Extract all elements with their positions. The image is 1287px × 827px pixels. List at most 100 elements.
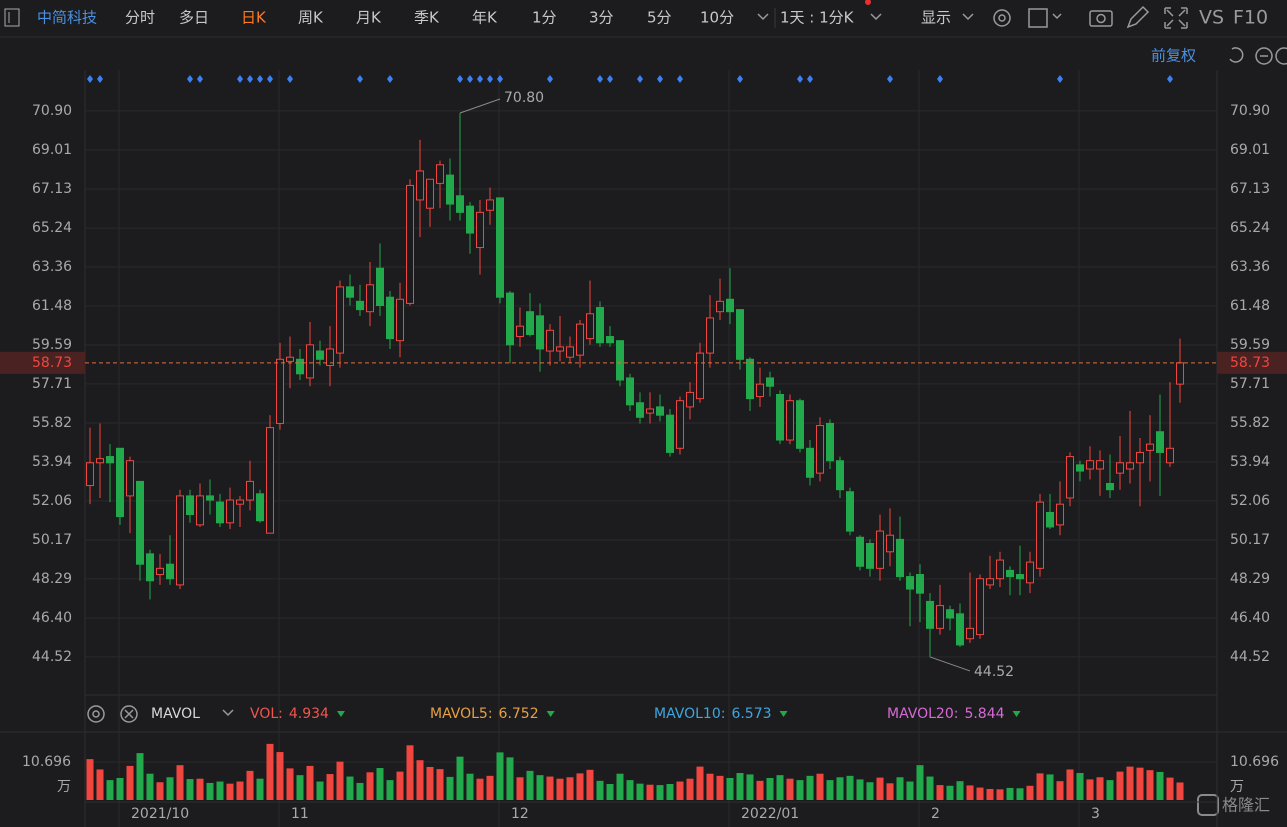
event-marker[interactable] [657,75,663,83]
candle-body [726,298,734,313]
candle-body [626,377,634,406]
event-marker[interactable] [497,75,503,83]
event-marker[interactable] [97,75,103,83]
volume-bar [1176,782,1184,800]
candle-body [1126,462,1134,470]
camera-icon[interactable] [1089,10,1113,27]
zoom-in-icon[interactable] [1275,47,1287,65]
volume-bar [1156,771,1164,800]
event-marker[interactable] [237,75,243,83]
vol-close-icon[interactable] [120,705,138,723]
candle-body [1116,462,1124,474]
y-tick-label: 52.06 [32,493,72,509]
more-periods[interactable] [757,13,769,21]
volume-bar [736,773,744,800]
display-dropdown[interactable] [962,13,974,21]
event-marker[interactable] [87,75,93,83]
volume-bar [716,775,724,800]
stock-name[interactable]: 中简科技 [37,9,97,27]
event-marker[interactable] [887,75,893,83]
event-marker[interactable] [357,75,363,83]
volume-bar [596,780,604,800]
volume-bar [396,771,404,800]
adjust-mode[interactable]: 前复权 [1151,47,1196,65]
vs-button[interactable]: VS [1199,7,1224,29]
event-marker[interactable] [387,75,393,83]
event-marker[interactable] [1167,75,1173,83]
event-marker[interactable] [607,75,613,83]
event-marker[interactable] [467,75,473,83]
event-marker[interactable] [597,75,603,83]
reset-icon[interactable] [1229,47,1244,63]
draw-icon[interactable] [1126,5,1150,29]
period-tab[interactable]: 日K [241,9,267,27]
volume-bar [1006,787,1014,800]
f10-button[interactable]: F10 [1233,7,1268,29]
period-tab[interactable]: 10分 [700,9,734,27]
event-marker[interactable] [737,75,743,83]
zoom-out-icon[interactable] [1255,47,1273,65]
period-tab[interactable]: 月K [356,9,382,27]
layout-icon[interactable] [1028,8,1048,28]
event-marker[interactable] [487,75,493,83]
candle-body [186,495,194,516]
volume-bar [816,773,824,800]
event-marker[interactable] [797,75,803,83]
volume-bar [526,770,534,800]
candle-body [976,578,984,636]
vol-settings-core [92,710,100,718]
event-marker[interactable] [287,75,293,83]
event-marker[interactable] [247,75,253,83]
event-marker[interactable] [197,75,203,83]
candle-body [866,542,874,569]
candle-body [836,460,844,491]
period-tab[interactable]: 多日 [179,9,209,27]
event-marker[interactable] [677,75,683,83]
event-marker[interactable] [457,75,463,83]
intraday-dropdown[interactable] [870,13,882,21]
vol-settings-icon[interactable] [87,705,105,723]
candle-body [936,605,944,629]
candle-body [226,499,234,524]
display-menu[interactable]: 显示 [921,9,951,27]
layout-dropdown[interactable] [1052,13,1062,20]
period-tab[interactable]: 季K [414,9,440,27]
candle-body [436,164,444,184]
candle-body [666,414,674,453]
candle-body [996,559,1004,580]
y-tick-label: 44.52 [1230,649,1270,665]
vol-indicator[interactable]: MAVOL [151,706,200,722]
volume-bar [126,765,134,800]
vol-legend-value: 6.752 [499,706,539,722]
period-tab[interactable]: 3分 [589,9,614,27]
event-marker[interactable] [937,75,943,83]
candle-body [206,495,214,501]
x-tick-label: 12 [511,806,529,822]
period-tab[interactable]: 周K [298,9,324,27]
volume-bar [406,745,414,800]
settings-icon[interactable] [993,9,1011,27]
candle-body [846,491,854,532]
period-tab[interactable]: 年K [472,9,498,27]
event-marker[interactable] [1057,75,1063,83]
event-marker[interactable] [477,75,483,83]
period-tab[interactable]: 5分 [647,9,672,27]
event-marker[interactable] [547,75,553,83]
candle-body [1006,569,1014,578]
fullscreen-icon[interactable] [1164,7,1188,29]
candle-body [716,300,724,313]
event-marker[interactable] [267,75,273,83]
event-marker[interactable] [807,75,813,83]
y-tick-label: 63.36 [32,259,72,275]
event-marker[interactable] [187,75,193,83]
volume-bar [176,765,184,800]
intraday-selector[interactable]: 1天 : 1分K [780,9,855,27]
period-tab[interactable]: 1分 [532,9,557,27]
volume-bar [706,773,714,800]
period-tab[interactable]: 分时 [125,9,155,27]
vol-indicator-dropdown[interactable] [222,709,234,717]
event-marker[interactable] [257,75,263,83]
panel-toggle[interactable] [4,8,20,27]
y-tick-label: 70.90 [32,103,72,119]
event-marker[interactable] [637,75,643,83]
